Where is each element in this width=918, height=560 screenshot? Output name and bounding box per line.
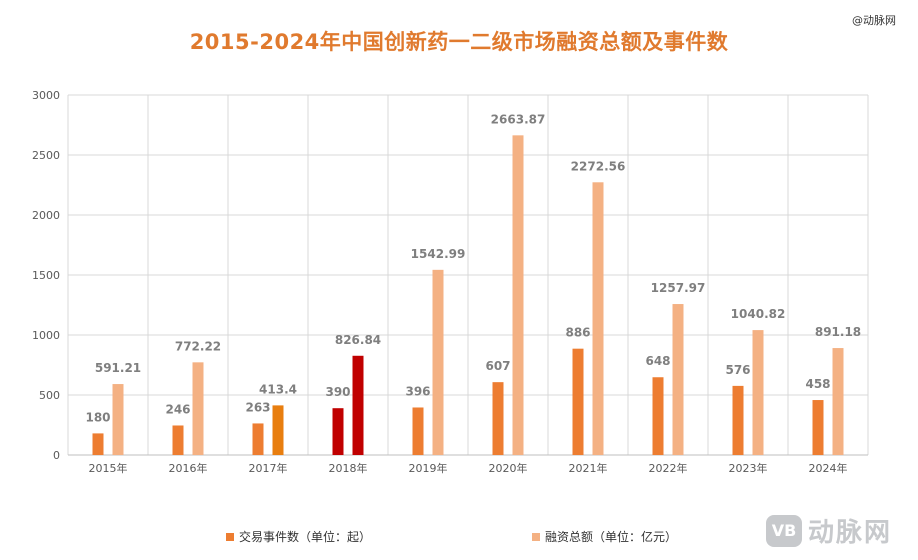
bar-amount [272, 405, 284, 455]
chart-title: 2015-2024年中国创新药一二级市场融资总额及事件数 [189, 30, 729, 54]
bar-amount [672, 304, 684, 455]
y-tick-label: 1000 [32, 329, 60, 342]
x-tick-label: 2022年 [649, 461, 688, 475]
brand-logo: VB 动脉网 [766, 512, 892, 549]
x-tick-label: 2024年 [809, 461, 848, 475]
data-label-events: 458 [805, 377, 830, 391]
watermark-text: @动脉网 [852, 14, 896, 27]
data-label-events: 576 [725, 363, 750, 377]
bar-events [812, 400, 824, 455]
x-tick-label: 2019年 [409, 461, 448, 475]
brand-mark-icon: VB [766, 514, 802, 547]
y-tick-label: 2000 [32, 209, 60, 222]
x-tick-label: 2023年 [729, 461, 768, 475]
x-tick-label: 2017年 [249, 461, 288, 475]
bar-amount [352, 355, 364, 455]
bar-events [252, 423, 264, 455]
x-tick-label: 2018年 [329, 461, 368, 475]
data-label-amount: 826.84 [335, 333, 381, 347]
legend-item-events: 交易事件数（单位：起） [226, 528, 371, 545]
data-label-events: 180 [85, 410, 110, 424]
bar-amount [832, 348, 844, 455]
legend-label-amount: 融资总额（单位：亿元） [545, 530, 678, 544]
bar-events [92, 433, 104, 455]
bar-events [572, 348, 584, 455]
bar-amount [112, 384, 124, 455]
legend-swatch-amount [532, 532, 540, 541]
data-label-events: 390 [325, 385, 350, 399]
x-tick-label: 2015年 [89, 461, 128, 475]
data-label-amount: 1040.82 [731, 307, 786, 321]
bar-amount [432, 269, 444, 455]
data-label-amount: 591.21 [95, 361, 141, 375]
y-tick-label: 2500 [32, 149, 60, 162]
bar-events [172, 425, 184, 455]
bar-amount [592, 182, 604, 456]
x-tick-label: 2021年 [569, 461, 608, 475]
bar-events [332, 408, 344, 455]
data-label-amount: 2663.87 [491, 112, 546, 126]
y-tick-label: 500 [39, 389, 60, 402]
data-label-amount: 891.18 [815, 325, 861, 339]
data-label-amount: 413.4 [259, 382, 297, 396]
data-label-amount: 2272.56 [571, 159, 626, 173]
bar-events [652, 377, 664, 455]
data-label-events: 648 [645, 354, 670, 368]
y-tick-label: 0 [53, 449, 60, 462]
legend-item-amount: 融资总额（单位：亿元） [532, 528, 677, 545]
data-label-events: 263 [245, 400, 270, 414]
data-label-events: 246 [165, 402, 190, 416]
data-label-events: 607 [485, 359, 510, 373]
data-label-amount: 1257.97 [651, 281, 706, 295]
x-tick-label: 2016年 [169, 461, 208, 475]
bar-events [492, 382, 504, 455]
legend-swatch-events [226, 532, 234, 541]
data-label-amount: 772.22 [175, 339, 221, 353]
bar-amount [192, 362, 204, 455]
data-label-events: 886 [565, 326, 590, 340]
y-tick-label: 1500 [32, 269, 60, 282]
brand-name: 动脉网 [808, 518, 893, 548]
data-label-amount: 1542.99 [411, 247, 466, 261]
bar-amount [512, 135, 524, 455]
legend-label-events: 交易事件数（单位：起） [239, 530, 372, 544]
bar-amount [752, 330, 764, 455]
bar-events [732, 385, 744, 455]
data-label-events: 396 [405, 384, 430, 398]
bar-events [412, 407, 424, 455]
y-tick-label: 3000 [32, 89, 60, 102]
x-tick-label: 2020年 [489, 461, 528, 475]
